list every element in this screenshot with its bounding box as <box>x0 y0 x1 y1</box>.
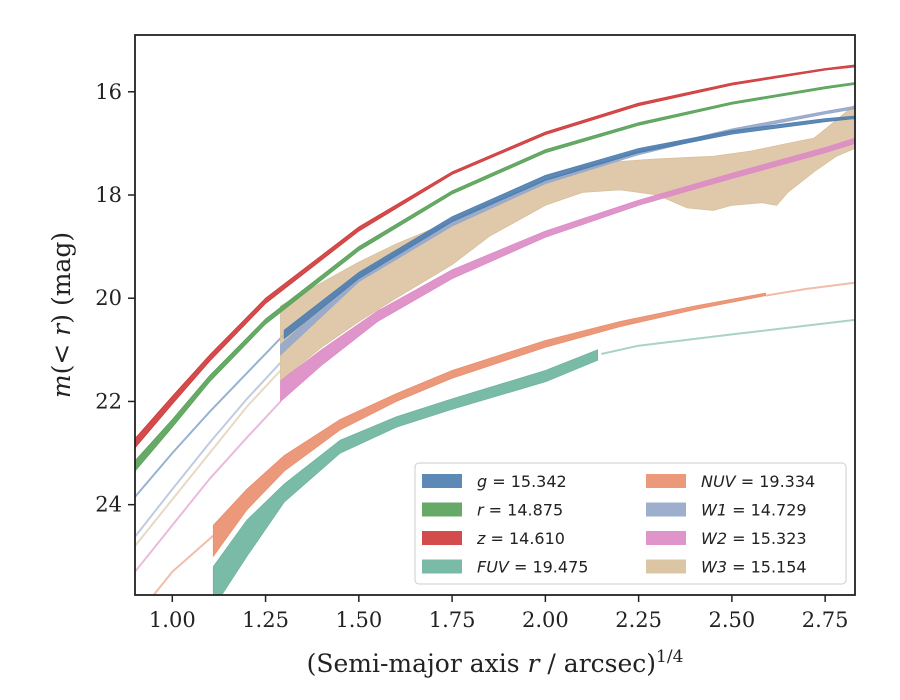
y-axis: 16 18 20 22 24 <box>95 80 135 517</box>
legend-box <box>414 462 847 585</box>
x-tick-label: 2.50 <box>709 608 756 632</box>
legend: g = 15.342 r = 14.875 z = 14.610 FUV = 19.4… <box>414 462 847 585</box>
plot-frame <box>134 34 856 596</box>
series-nuv-extrapolation-line <box>765 281 855 297</box>
x-tick-label: 1.00 <box>149 608 196 632</box>
series-w3-extrapolation-line <box>135 369 282 547</box>
x-tick-label: 1.50 <box>335 608 382 632</box>
series-g-extrapolation-line <box>135 333 285 498</box>
series-layer <box>135 64 855 595</box>
legend-swatch-g <box>422 474 462 488</box>
legend-label-g: g = 15.342 <box>477 472 567 491</box>
x-tick-label: 2.75 <box>802 608 849 632</box>
series-w2-band <box>280 137 855 403</box>
series-r-band <box>135 82 855 472</box>
legend-swatch-w2 <box>646 531 686 545</box>
x-axis: 1.00 1.25 1.50 1.75 2.00 2.25 2.50 2.75 <box>149 595 849 632</box>
series-g-band <box>283 115 855 340</box>
legend-label-w3: W3 = 15.154 <box>701 558 807 577</box>
legend-label-z: z = 14.610 <box>476 529 565 548</box>
y-axis-label: m(< r) (mag) <box>47 232 76 398</box>
legend-swatch-r <box>422 502 462 517</box>
series-z-band <box>135 64 855 449</box>
series-w1-extrapolation-line <box>135 362 282 538</box>
legend-swatch-w3 <box>646 559 686 574</box>
y-tick-label: 24 <box>95 493 122 517</box>
legend-swatch-z <box>422 531 462 545</box>
x-tick-label: 1.25 <box>242 608 289 632</box>
legend-label-r: r = 14.875 <box>477 501 563 520</box>
series-fuv-extrapolation-line <box>601 318 855 355</box>
x-axis-label: (Semi-major axis r / arcsec)1/4 <box>307 647 684 678</box>
legend-swatch-fuv <box>422 559 462 574</box>
legend-label-fuv: FUV = 19.475 <box>477 558 588 577</box>
legend-label-w2: W2 = 15.323 <box>701 529 807 548</box>
y-tick-label: 16 <box>95 80 122 104</box>
legend-label-nuv: NUV = 19.334 <box>701 472 815 491</box>
y-tick-label: 22 <box>95 389 122 413</box>
legend-label-w1: W1 = 14.729 <box>701 501 807 520</box>
legend-swatch-nuv <box>646 474 686 488</box>
x-tick-label: 1.75 <box>429 608 476 632</box>
y-tick-label: 18 <box>95 183 122 207</box>
x-tick-label: 2.00 <box>522 608 569 632</box>
legend-swatch-w1 <box>646 502 686 517</box>
y-tick-label: 20 <box>95 286 122 310</box>
series-w2-extrapolation-line <box>135 400 282 573</box>
x-tick-label: 2.25 <box>615 608 662 632</box>
series-fuv-band <box>212 349 598 595</box>
series-nuv-extrapolation-line <box>152 534 214 595</box>
series-nuv-band <box>212 292 766 558</box>
